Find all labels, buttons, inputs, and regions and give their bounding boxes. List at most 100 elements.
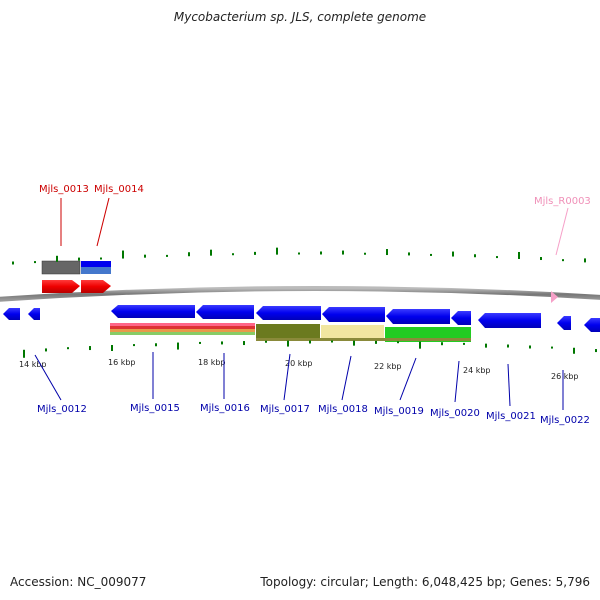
band-edge: [256, 338, 471, 341]
gc-tick: [331, 340, 333, 343]
gc-tick: [254, 251, 256, 255]
gc-tick: [298, 252, 300, 255]
gc-tick: [287, 340, 289, 347]
gene-label-mjls-0017[interactable]: Mjls_0017: [260, 404, 310, 415]
band-cream: [321, 325, 384, 339]
gene-arrow-mjls-0022b: [584, 318, 600, 332]
gc-track-top: [12, 247, 586, 265]
gc-tick: [452, 251, 454, 257]
gc-tick: [265, 340, 267, 343]
band-green: [110, 332, 255, 335]
gc-tick: [111, 345, 113, 352]
callout-line-mjls-0018: [341, 355, 352, 401]
gene-label-mjls-0018[interactable]: Mjls_0018: [318, 404, 368, 415]
gene-label-mjls-0021[interactable]: Mjls_0021: [486, 411, 536, 422]
gene-arrow-mjls-0014: [81, 280, 111, 293]
gene-arrow-mjls-0022a: [557, 316, 571, 330]
gene-arrow-mjls-0016: [196, 305, 254, 319]
rna-label-mjls-r0003[interactable]: Mjls_R0003: [534, 196, 591, 207]
gc-tick: [518, 251, 520, 259]
feature-grey-block: [41, 260, 81, 275]
scale-label-20kbp: 20 kbp: [285, 359, 313, 368]
gene-label-mjls-0012[interactable]: Mjls_0012: [37, 404, 87, 415]
gene-arrow-mjls-0012a: [3, 308, 20, 320]
gc-tick: [430, 253, 432, 256]
gc-tick: [463, 342, 465, 345]
callout-line-mjls-0021: [507, 363, 511, 407]
gc-tick: [23, 349, 25, 358]
gc-track-bottom: [23, 340, 597, 358]
gc-tick: [210, 249, 212, 256]
gc-tick: [441, 342, 443, 346]
gc-tick: [12, 261, 14, 265]
scale-label-16kbp: 16 kbp: [108, 358, 136, 367]
scale-label-24kbp: 24 kbp: [463, 366, 491, 375]
gc-tick: [375, 340, 377, 344]
gc-tick: [78, 257, 80, 261]
gc-tick: [320, 251, 322, 255]
gc-tick: [276, 247, 278, 255]
gc-tick: [188, 252, 190, 257]
gc-tick: [221, 341, 223, 345]
gc-tick: [595, 349, 597, 353]
gene-label-mjls-0016[interactable]: Mjls_0016: [200, 403, 250, 414]
gene-label-mjls-0015[interactable]: Mjls_0015: [130, 403, 180, 414]
gc-tick: [551, 346, 553, 349]
gc-tick: [540, 257, 542, 261]
gc-tick: [342, 250, 344, 255]
gc-tick: [67, 347, 69, 350]
gc-tick: [56, 255, 58, 262]
gene-label-mjls-0019[interactable]: Mjls_0019: [374, 406, 424, 417]
gc-tick: [122, 250, 124, 259]
gene-arrow-mjls-0017: [256, 306, 321, 320]
gc-tick: [364, 252, 366, 255]
gc-tick: [507, 344, 509, 348]
gc-tick: [177, 342, 179, 350]
gene-label-mjls-0013[interactable]: Mjls_0013: [39, 184, 89, 195]
gene-arrow-mjls-0021: [478, 313, 541, 328]
gene-arrow-mjls-0018: [322, 307, 385, 322]
callout-line-mjls-0012: [34, 354, 62, 401]
gc-tick: [584, 258, 586, 263]
gene-arrow-mjls-0019: [386, 309, 450, 324]
gene-arrow-mjls-0012b: [28, 308, 40, 320]
rna-marker-mjls-r0003: [551, 291, 558, 303]
feature-blue-block-bottom: [81, 267, 111, 274]
gc-tick: [133, 344, 135, 347]
gc-tick: [408, 252, 410, 256]
gc-tick: [232, 253, 234, 256]
callout-line-mjls-0019: [399, 357, 417, 401]
gc-tick: [474, 254, 476, 258]
gc-tick: [397, 341, 399, 344]
gc-tick: [386, 249, 388, 256]
gc-tick: [309, 340, 311, 344]
band-red: [110, 326, 255, 329]
gene-arrow-mjls-0013: [42, 280, 80, 293]
band-olive: [256, 324, 320, 338]
band-pink: [110, 323, 255, 326]
scale-label-14kbp: 14 kbp: [19, 360, 47, 369]
scale-label-26kbp: 26 kbp: [551, 372, 579, 381]
gc-tick: [45, 348, 47, 352]
feature-blue-block-top: [81, 261, 111, 267]
gc-tick: [485, 343, 487, 348]
gene-label-mjls-0020[interactable]: Mjls_0020: [430, 408, 480, 419]
gc-tick: [199, 341, 201, 344]
gene-arrow-mjls-0020: [451, 311, 471, 325]
gene-label-mjls-0014[interactable]: Mjls_0014: [94, 184, 144, 195]
gc-tick: [243, 341, 245, 346]
gc-tick: [529, 345, 531, 349]
gc-tick: [562, 259, 564, 262]
gene-label-mjls-0022[interactable]: Mjls_0022: [540, 415, 590, 426]
gc-tick: [573, 347, 575, 354]
genome-summary-text: Topology: circular; Length: 6,048,425 bp…: [260, 575, 590, 589]
map-title: Mycobacterium sp. JLS, complete genome: [173, 10, 427, 24]
gc-tick: [144, 254, 146, 258]
callout-line-mjls-0020: [454, 360, 460, 403]
gc-tick: [89, 346, 91, 351]
band-orange: [110, 329, 255, 332]
gc-tick: [496, 256, 498, 259]
gc-tick: [155, 343, 157, 347]
gc-tick: [34, 261, 36, 264]
